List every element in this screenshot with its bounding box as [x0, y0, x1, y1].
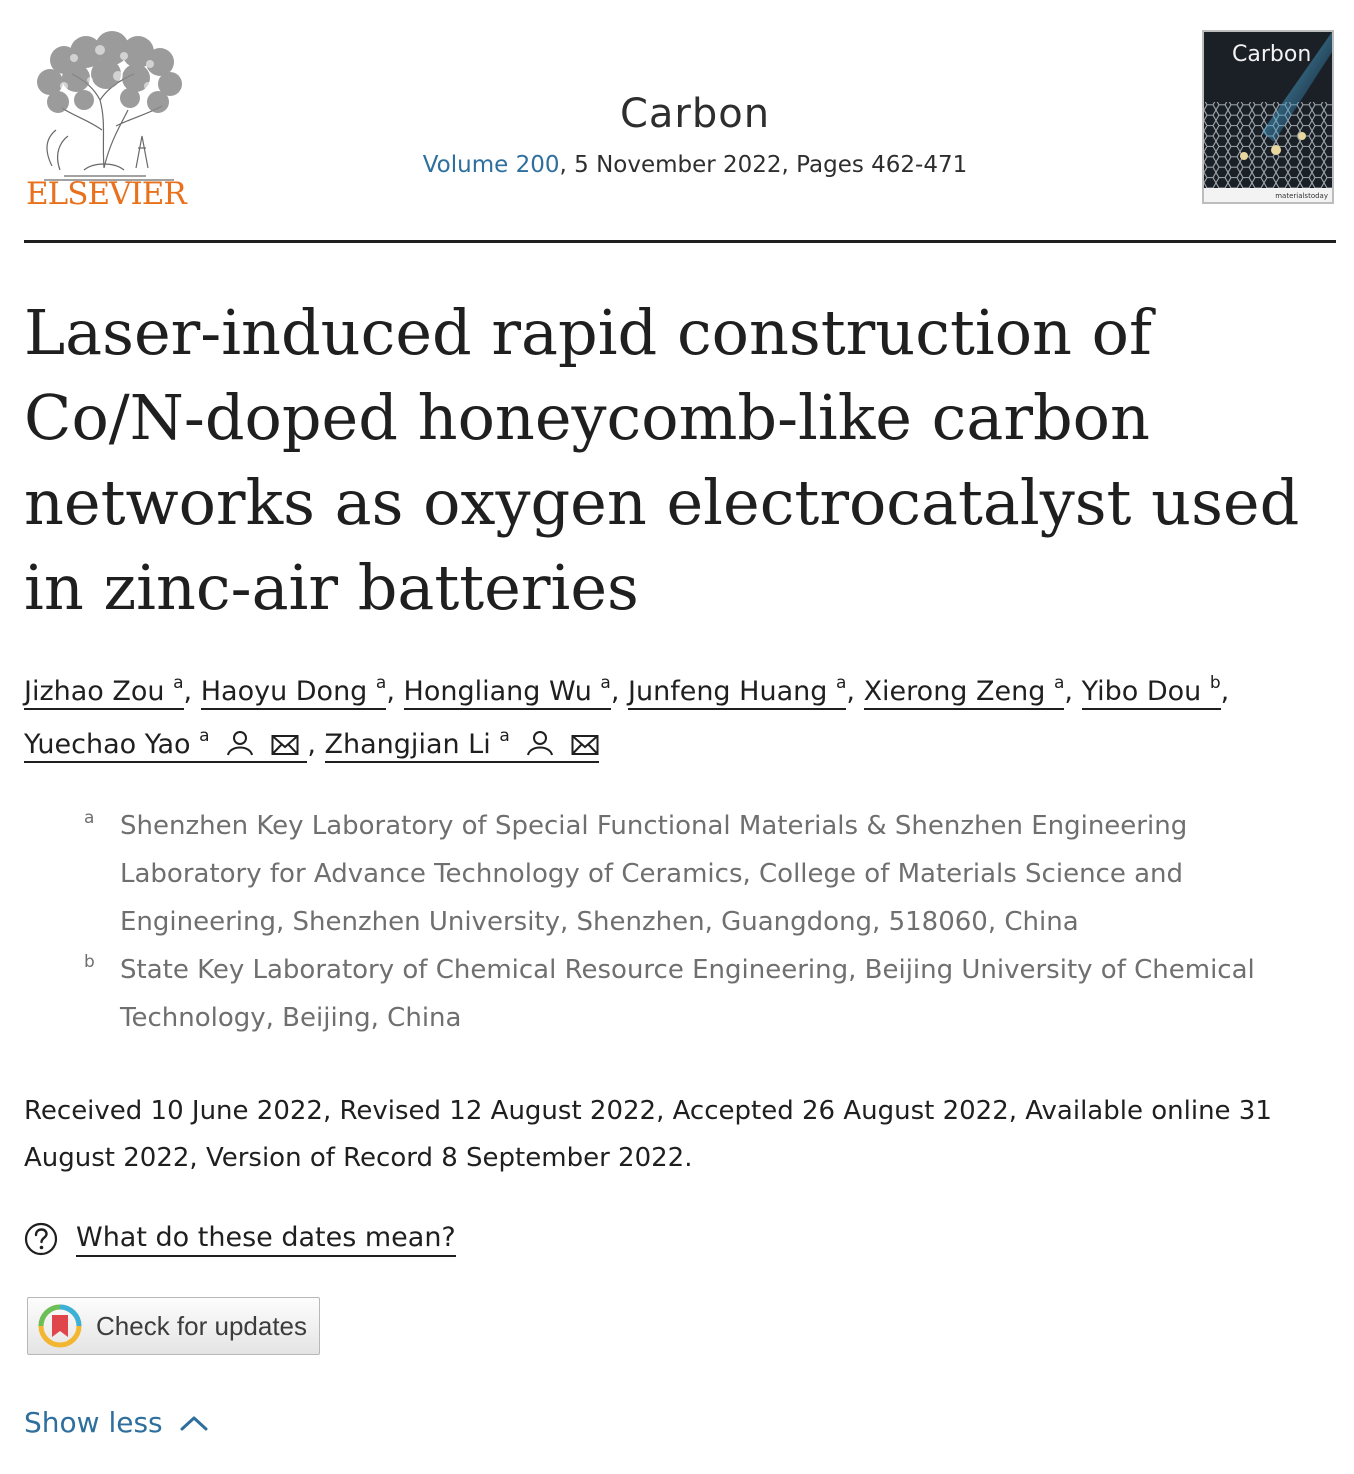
show-less-label: Show less — [24, 1406, 163, 1439]
cover-artwork: materialstoday — [1204, 32, 1332, 202]
affiliation-list: a Shenzhen Key Laboratory of Special Fun… — [84, 802, 1334, 1042]
author-link[interactable]: Junfeng Huang a — [628, 673, 847, 710]
issue-date-pages: , 5 November 2022, Pages 462-471 — [559, 152, 968, 178]
author-list: Jizhao Zou a, Haoyu Dong a, Hongliang Wu… — [24, 662, 1334, 768]
chevron-up-icon — [180, 1416, 208, 1430]
article-title: Laser-induced rapid construction of Co/N… — [24, 296, 1300, 624]
affiliation-label: a — [84, 808, 95, 828]
affiliation-text: State Key Laboratory of Chemical Resourc… — [120, 955, 1255, 1033]
question-circle-icon — [24, 1222, 58, 1256]
elsevier-tree-icon — [37, 31, 182, 181]
author-link[interactable]: Jizhao Zou a — [24, 673, 184, 710]
author-link-corresponding[interactable]: Zhangjian Li a — [324, 726, 599, 763]
journal-issue-info: Volume 200, 5 November 2022, Pages 462-4… — [340, 150, 1050, 180]
article-history-dates: Received 10 June 2022, Revised 12 August… — [24, 1096, 1272, 1173]
envelope-icon — [271, 735, 299, 755]
affiliation-label: b — [84, 952, 95, 972]
affiliation-item: a Shenzhen Key Laboratory of Special Fun… — [84, 802, 1334, 946]
author-link[interactable]: Yibo Dou b — [1081, 673, 1221, 710]
cover-title: Carbon — [1232, 42, 1312, 67]
person-icon — [227, 731, 254, 756]
affiliation-item: b State Key Laboratory of Chemical Resou… — [84, 946, 1334, 1042]
author-link-corresponding[interactable]: Yuechao Yao a — [24, 726, 308, 763]
author-link[interactable]: Hongliang Wu a — [403, 673, 611, 710]
author-link[interactable]: Haoyu Dong a — [200, 673, 387, 710]
journal-cover-image[interactable]: materialstoday Carbon — [1202, 30, 1334, 204]
cover-footer-text: materialstoday — [1275, 192, 1328, 200]
journal-info: Carbon Volume 200, 5 November 2022, Page… — [340, 88, 1050, 180]
header-divider — [24, 240, 1336, 243]
envelope-icon — [571, 735, 599, 755]
volume-link[interactable]: Volume 200 — [422, 152, 560, 178]
dates-help-link[interactable]: What do these dates mean? — [24, 1217, 456, 1261]
check-for-updates-button[interactable]: Check for updates — [27, 1297, 320, 1355]
author-link[interactable]: Xierong Zeng a — [863, 673, 1065, 710]
elsevier-wordmark: ELSEVIER — [26, 176, 187, 212]
dates-help-label[interactable]: What do these dates mean? — [76, 1221, 456, 1257]
check-for-updates-icon — [38, 1304, 82, 1348]
affiliation-text: Shenzhen Key Laboratory of Special Funct… — [120, 811, 1188, 937]
person-icon — [527, 731, 554, 756]
journal-title-link[interactable]: Carbon — [619, 91, 771, 137]
elsevier-logo[interactable]: ELSEVIER — [24, 30, 187, 212]
check-for-updates-label: Check for updates — [96, 1310, 308, 1341]
show-less-toggle[interactable]: Show less — [24, 1406, 209, 1439]
